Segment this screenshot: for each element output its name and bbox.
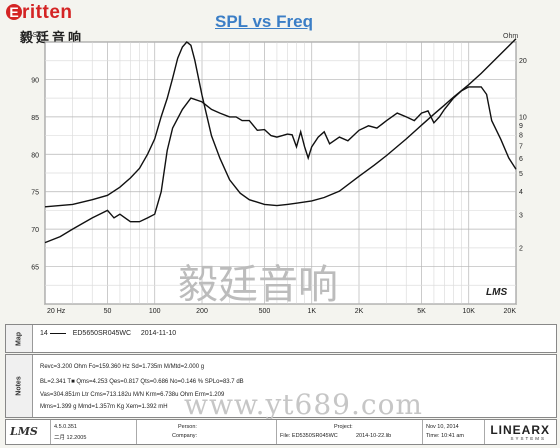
notes-line-4: Mms=1.399 g Mmd=1.357m Kg Xem=1.392 mH [40, 404, 168, 410]
x-tick-label: 100 [149, 308, 161, 315]
y-tick-label: 85 [31, 115, 39, 122]
left-axis-unit: dBSPL [24, 32, 46, 39]
map-panel-side: Map [6, 325, 33, 352]
logo-mark: E [6, 4, 22, 20]
footer-version-cell: 4.5.0.351 二月 12.2005 [50, 420, 137, 444]
footer-date-cell: Nov 10, 2014 Time: 10:41 am [422, 420, 485, 444]
x-tick-label: 200 [196, 308, 208, 315]
x-axis-ticks: 20 Hz 50 100 200 500 1K 2K 5K 10K 20K [47, 308, 516, 315]
notes-line-1: Revc=3.200 Ohm Fo=159.360 Hz Sd=1.735m M… [40, 364, 205, 370]
x-tick-label: 2K [355, 308, 364, 315]
lms-footer-logo: LMS [10, 425, 38, 438]
chart-title: SPL vs Freq [215, 12, 313, 31]
y2-tick-label: 20 [519, 58, 527, 65]
map-panel-label: Map [15, 331, 23, 346]
map-entry-date: 2014-11-10 [140, 330, 177, 337]
x-tick-label: 1K [307, 308, 316, 315]
lms-chart-label: LMS [486, 287, 507, 298]
x-tick-label: 500 [259, 308, 271, 315]
grid-lines [44, 41, 517, 305]
y2-tick-label: 10 [519, 115, 527, 122]
x-tick-label: 20 Hz [47, 308, 66, 315]
y2-tick-label: 3 [519, 213, 523, 220]
footer-version: 4.5.0.351 [54, 424, 77, 430]
footer-project-label: Project: [334, 424, 353, 430]
footer-time: Time: 10:41 am [426, 433, 465, 439]
y2-tick-label: 2 [519, 246, 523, 253]
notes-panel: Notes Revc=3.200 Ohm Fo=159.360 Hz Sd=1.… [5, 354, 557, 418]
notes-line-2: BL=2.341 T■ Qms=4.253 Qes=0.817 Qts=0.68… [40, 379, 244, 385]
series-line-spl [44, 86, 517, 244]
map-entry-swatch [49, 332, 66, 334]
x-tick-label: 10K [463, 308, 476, 315]
footer-date: Nov 10, 2014 [426, 424, 459, 430]
footer-project-cell: Project: File: ED5350SR045WC 2014-10-22.… [276, 420, 423, 444]
footer-build-date: 二月 12.2005 [54, 435, 87, 441]
notes-panel-label: Notes [15, 376, 23, 396]
footer-file-date: 2014-10-22.lib [356, 433, 392, 439]
linearx-logo: LINEARX [490, 423, 550, 437]
y2-tick-label: 6 [519, 156, 523, 163]
footer-person-label: Person: [178, 424, 197, 430]
y-axis-ticks: 65 70 75 80 85 90 [31, 77, 39, 271]
map-entry[interactable]: 14 ED5650SR045WC 2014-11-10 [40, 330, 176, 337]
footer-company-label: Company: [172, 433, 198, 439]
website-watermark: www.yt689.com [184, 388, 423, 421]
y-tick-label: 70 [31, 227, 39, 234]
logo-wordmark: ritten [22, 2, 73, 23]
right-axis-unit: Ohm [503, 33, 519, 40]
notes-panel-side: Notes [6, 355, 33, 417]
footer-file-name: File: ED5350SR045WC [280, 433, 338, 439]
x-tick-label: 5K [417, 308, 426, 315]
y2-tick-label: 5 [519, 171, 523, 178]
y2-tick-label: 4 [519, 189, 523, 196]
y2-tick-label: 7 [519, 144, 523, 151]
x-tick-label: 20K [504, 308, 517, 315]
y-tick-label: 90 [31, 77, 39, 84]
chart-watermark-cn: 毅廷音响 [178, 263, 338, 307]
map-entry-name: ED5650SR045WC [72, 330, 132, 337]
y2-tick-label: 9 [519, 123, 523, 130]
y2-tick-label: 8 [519, 133, 523, 140]
notes-line-3: Vas=304.851m Ltr Cms=713.182u M/N Krm=6.… [40, 392, 225, 398]
y2-axis-ticks: 20 109 8 7 6 5 4 3 2 [519, 58, 527, 252]
footer-logo-cell: LMS [6, 420, 51, 444]
y-tick-label: 75 [31, 190, 39, 197]
y-tick-label: 80 [31, 152, 39, 159]
map-panel: Map 14 ED5650SR045WC 2014-11-10 [5, 324, 557, 353]
y-tick-label: 65 [31, 265, 39, 272]
map-entry-number: 14 [40, 330, 48, 337]
footer-person-cell: Person: Company: [136, 420, 277, 444]
linearx-logo-sub: SYSTEMS [510, 436, 546, 441]
x-tick-label: 50 [104, 308, 112, 315]
series-line-impedance [44, 38, 517, 208]
footer: LMS 4.5.0.351 二月 12.2005 Person: Company… [5, 419, 557, 445]
